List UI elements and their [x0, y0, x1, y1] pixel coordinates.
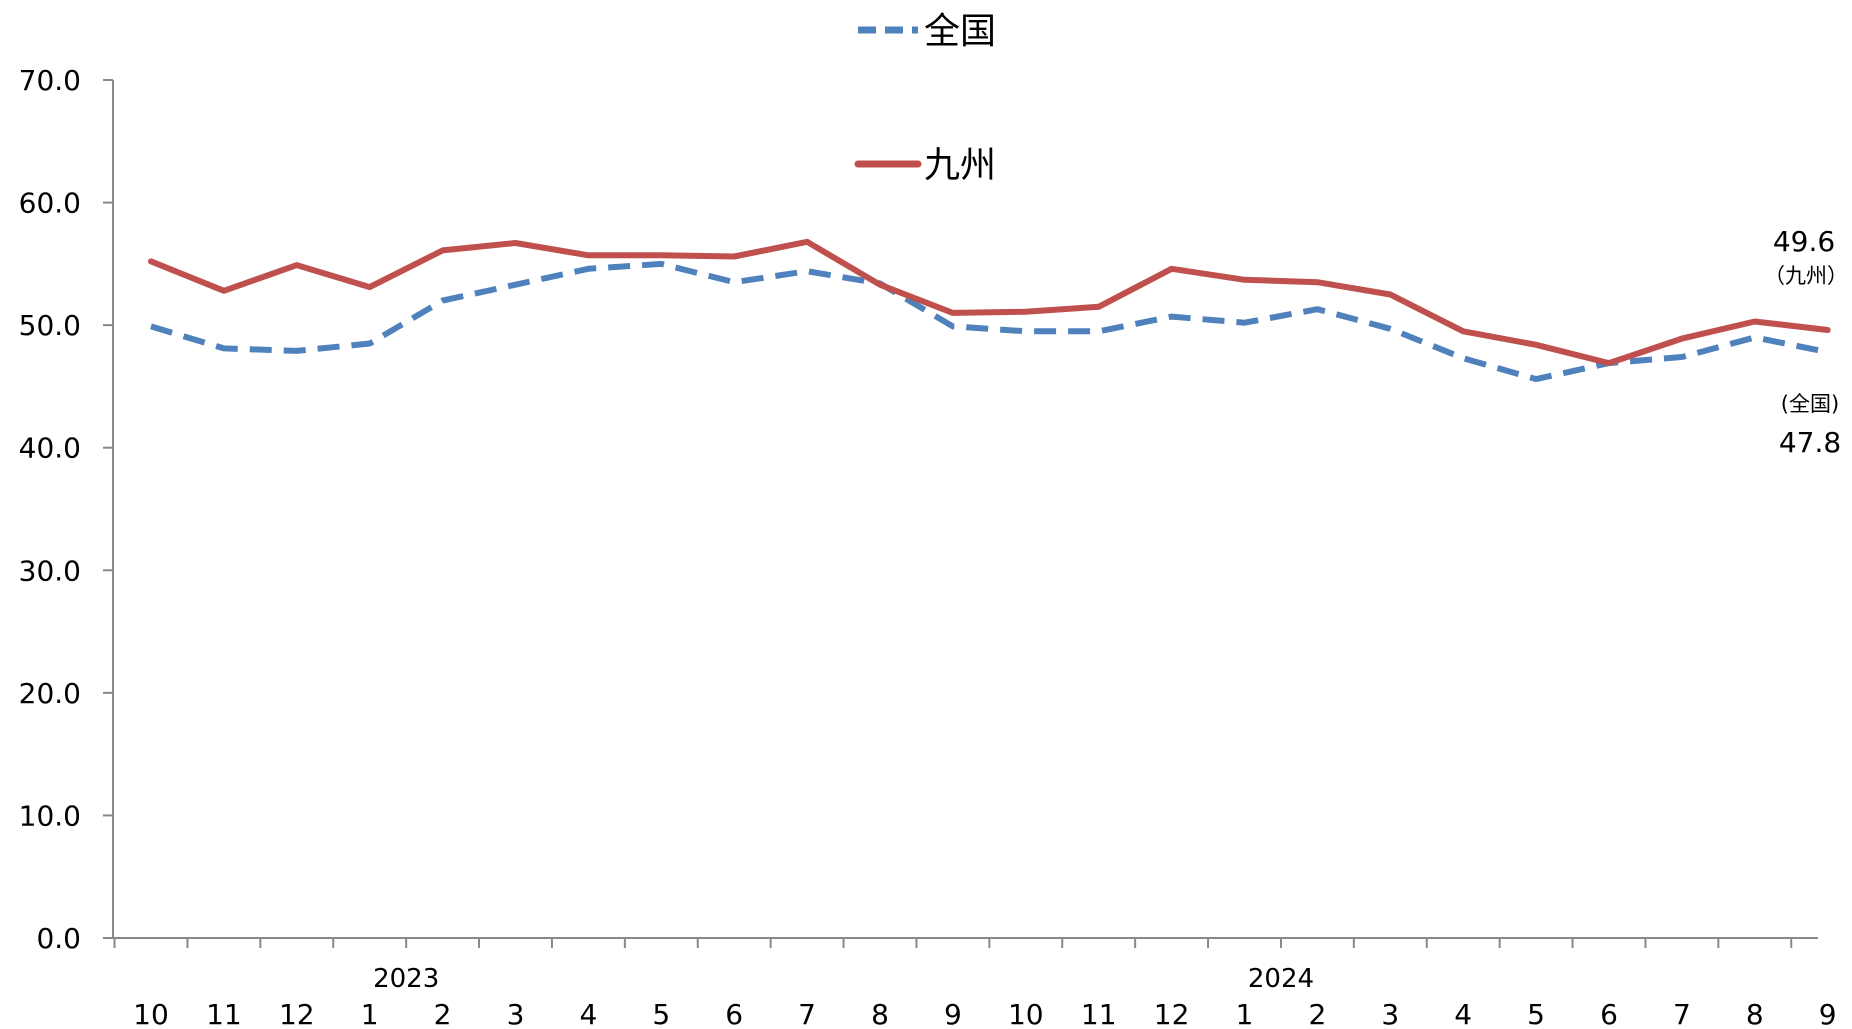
data-point — [658, 252, 664, 258]
x-tick-label: 3 — [1381, 998, 1399, 1029]
data-point — [440, 298, 446, 304]
data-point — [1825, 349, 1831, 355]
x-tick-label: 2 — [434, 998, 452, 1029]
y-tick-label: 60.0 — [19, 187, 81, 220]
data-point — [1242, 277, 1248, 283]
data-point — [585, 266, 591, 272]
end-note-national: (全国) — [1781, 392, 1839, 416]
year-label: 2024 — [1248, 964, 1314, 994]
data-point — [148, 323, 154, 329]
x-tick-label: 2 — [1308, 998, 1326, 1029]
x-tick-label: 12 — [1154, 998, 1190, 1029]
data-point — [731, 279, 737, 285]
data-point — [950, 310, 956, 316]
data-point — [1023, 309, 1029, 315]
x-tick-label: 8 — [1746, 998, 1764, 1029]
data-point — [1314, 279, 1320, 285]
data-point — [1023, 328, 1029, 334]
x-tick-label: 9 — [944, 998, 962, 1029]
data-point — [1387, 326, 1393, 332]
y-tick-label: 30.0 — [19, 554, 81, 587]
end-value-kyushu: 49.6 — [1773, 225, 1835, 258]
data-point — [1314, 306, 1320, 312]
x-tick-label: 12 — [279, 998, 315, 1029]
end-labels: 49.6 （九州） (全国) 47.8 — [1764, 225, 1848, 459]
data-point — [804, 268, 810, 274]
data-point — [1825, 327, 1831, 333]
data-point — [367, 284, 373, 290]
x-tick-label: 6 — [725, 998, 743, 1029]
data-point — [804, 239, 810, 245]
x-tick-label: 5 — [1527, 998, 1545, 1029]
x-tick-label: 7 — [798, 998, 816, 1029]
data-point — [1460, 355, 1466, 361]
y-tick-label: 70.0 — [19, 64, 81, 97]
x-tick-label: 1 — [361, 998, 379, 1029]
end-value-national: 47.8 — [1779, 426, 1841, 459]
x-tick-label: 9 — [1819, 998, 1837, 1029]
x-tick-label: 1 — [1236, 998, 1254, 1029]
y-tick-label: 50.0 — [19, 309, 81, 342]
x-tick-label: 8 — [871, 998, 889, 1029]
y-tick-label: 10.0 — [19, 799, 81, 832]
data-point — [950, 323, 956, 329]
data-point — [1387, 292, 1393, 298]
data-point — [1096, 304, 1102, 310]
x-tick-label: 4 — [1454, 998, 1472, 1029]
data-point — [1752, 334, 1758, 340]
x-tick-label: 6 — [1600, 998, 1618, 1029]
data-point — [513, 240, 519, 246]
data-point — [1752, 318, 1758, 324]
x-tick-label: 7 — [1673, 998, 1691, 1029]
y-tick-label: 0.0 — [36, 922, 81, 955]
data-point — [585, 252, 591, 258]
x-tick-label: 10 — [133, 998, 169, 1029]
data-point — [1169, 314, 1175, 320]
data-point — [877, 282, 883, 288]
data-point — [1460, 328, 1466, 334]
series-line-kyushu — [148, 238, 1831, 367]
y-tick-label: 20.0 — [19, 677, 81, 710]
data-point — [148, 258, 154, 264]
x-tick-label: 3 — [507, 998, 525, 1029]
data-point — [221, 345, 227, 351]
x-tick-label: 5 — [652, 998, 670, 1029]
data-point — [658, 261, 664, 267]
data-point — [1679, 354, 1685, 360]
series-line-national — [150, 260, 1829, 383]
y-tick-label: 40.0 — [19, 432, 81, 465]
data-point — [513, 282, 519, 288]
data-point — [294, 262, 300, 268]
end-note-kyushu: （九州） — [1764, 264, 1848, 288]
data-point — [731, 254, 737, 260]
data-point — [1533, 376, 1539, 382]
legend-label: 九州 — [924, 145, 996, 186]
x-tick-label: 11 — [206, 998, 242, 1029]
data-point — [440, 247, 446, 253]
x-tick-label: 11 — [1081, 998, 1117, 1029]
data-point — [1096, 328, 1102, 334]
data-point — [1533, 342, 1539, 348]
data-point — [367, 341, 373, 347]
data-point — [1242, 320, 1248, 326]
x-tick-label: 10 — [1008, 998, 1044, 1029]
data-point — [221, 288, 227, 294]
x-tick-label: 4 — [579, 998, 597, 1029]
data-point — [294, 348, 300, 354]
data-point — [1679, 336, 1685, 342]
axes: 0.010.020.030.040.050.060.070.010 11 12 1 2 3… — [19, 64, 1837, 1029]
data-point — [1606, 360, 1612, 366]
year-label: 2023 — [373, 964, 439, 994]
legend-label: 全国 — [924, 11, 996, 52]
data-point — [1169, 266, 1175, 272]
series-lines — [148, 238, 1831, 383]
